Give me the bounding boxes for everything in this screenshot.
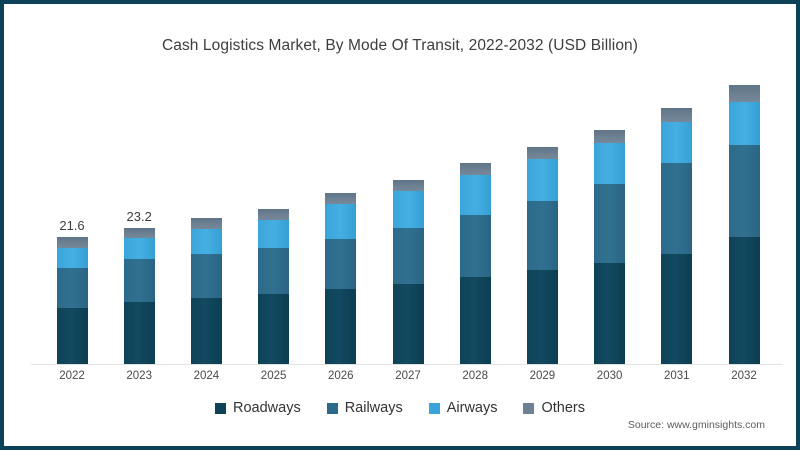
bar-segment-airways-2022 (56, 248, 88, 268)
bar-stack-2031 (661, 108, 693, 364)
bar-segment-roadways-2022 (56, 308, 88, 364)
bar-segment-airways-2031 (661, 122, 693, 163)
plot-area: 21.6 23.2 (37, 67, 782, 365)
bar-segment-railways-2032 (728, 145, 760, 237)
x-tick-label-2030: 2030 (596, 370, 623, 382)
bar-stack-2022: 21.6 (56, 218, 88, 364)
bar-segment-roadways-2032 (728, 237, 760, 364)
bar-segment-roadways-2027 (392, 284, 424, 364)
bar-segment-railways-2023 (123, 259, 155, 302)
bar-segment-others-2030 (594, 130, 626, 143)
bar-segment-airways-2028 (459, 175, 491, 215)
bar-segment-airways-2024 (190, 229, 222, 254)
bar-stack-2024 (190, 218, 222, 364)
bar-segment-railways-2031 (661, 163, 693, 254)
x-axis-line (31, 364, 783, 365)
x-tick-label-2032: 2032 (731, 370, 757, 382)
bar-stack-2032 (728, 85, 760, 364)
bar-segment-roadways-2031 (661, 254, 693, 364)
bar-value-label-2023: 23.2 (126, 209, 152, 224)
bar-segment-airways-2029 (526, 159, 558, 201)
x-tick-label-2023: 2023 (126, 370, 152, 382)
x-tick-label-2022: 2022 (59, 370, 85, 382)
bar-segment-airways-2032 (728, 102, 760, 145)
bar-segment-others-2022 (56, 237, 88, 248)
legend-label: Roadways (233, 400, 301, 416)
bar-segment-roadways-2024 (190, 298, 222, 364)
bar-segment-others-2028 (459, 163, 491, 175)
x-tick-label-2029: 2029 (529, 370, 556, 382)
x-tick-label-2027: 2027 (395, 370, 421, 382)
bar-segment-others-2026 (325, 193, 357, 204)
bar-segment-roadways-2029 (526, 270, 558, 364)
bar-segment-airways-2023 (123, 238, 155, 259)
chart-legend: Roadways Railways Airways Others (7, 400, 793, 416)
bar-segment-railways-2029 (526, 201, 558, 270)
bar-segment-railways-2030 (594, 184, 626, 263)
bar-segment-railways-2026 (325, 239, 357, 289)
bar-segment-roadways-2025 (258, 294, 290, 364)
legend-label: Railways (344, 400, 403, 416)
bar-stack-2028 (459, 163, 491, 364)
bar-value-label-2022: 21.6 (59, 218, 85, 233)
x-tick-label-2026: 2026 (328, 370, 354, 382)
bar-segment-roadways-2026 (325, 289, 357, 364)
legend-item-airways[interactable]: Airways (428, 400, 498, 416)
bar-segment-roadways-2023 (123, 302, 155, 364)
x-tick-label-2031: 2031 (664, 370, 690, 382)
bar-segment-airways-2026 (325, 204, 357, 239)
legend-swatch-icon-airways (428, 402, 440, 414)
bar-segment-railways-2027 (392, 228, 424, 284)
bar-segment-others-2029 (526, 147, 558, 159)
x-tick-label-2028: 2028 (462, 370, 488, 382)
bar-segment-railways-2028 (459, 215, 491, 277)
legend-item-others[interactable]: Others (523, 400, 585, 416)
bar-segment-others-2031 (661, 108, 693, 122)
legend-label: Others (541, 400, 585, 416)
bar-segment-others-2027 (392, 180, 424, 191)
bar-segment-railways-2022 (56, 268, 88, 308)
legend-label: Airways (446, 400, 498, 416)
bar-stack-2030 (594, 130, 626, 364)
bar-segment-others-2024 (190, 218, 222, 229)
bar-segment-roadways-2030 (594, 263, 626, 364)
bar-segment-airways-2025 (258, 220, 290, 248)
bar-segment-others-2025 (258, 209, 290, 220)
bar-stack-2027 (392, 180, 424, 364)
bar-stack-2029 (526, 147, 558, 364)
legend-swatch-icon-roadways (215, 402, 226, 414)
legend-swatch-icon-others (523, 402, 535, 414)
legend-item-railways[interactable]: Railways (326, 400, 403, 416)
bar-segment-railways-2025 (258, 248, 290, 294)
x-tick-label-2024: 2024 (193, 370, 220, 382)
page-title: Cash Logistics Market, By Mode Of Transi… (161, 37, 639, 54)
bar-segment-others-2023 (123, 228, 155, 238)
bar-stack-2026 (325, 193, 357, 364)
bar-stack-2025 (258, 209, 290, 364)
bar-segment-airways-2027 (392, 191, 424, 228)
legend-swatch-icon-railways (326, 402, 338, 414)
bar-segment-airways-2030 (594, 143, 626, 184)
bar-segment-roadways-2028 (459, 277, 491, 364)
legend-item-roadways[interactable]: Roadways (215, 400, 301, 416)
bar-segment-others-2032 (728, 85, 760, 102)
bar-segment-railways-2024 (190, 254, 222, 298)
source-attribution: Source: www.gminsights.com (627, 419, 765, 431)
bar-stack-2023: 23.2 (123, 209, 155, 364)
chart-inner-frame: Cash Logistics Market, By Mode Of Transi… (4, 4, 796, 446)
x-tick-label-2025: 2025 (260, 370, 287, 382)
